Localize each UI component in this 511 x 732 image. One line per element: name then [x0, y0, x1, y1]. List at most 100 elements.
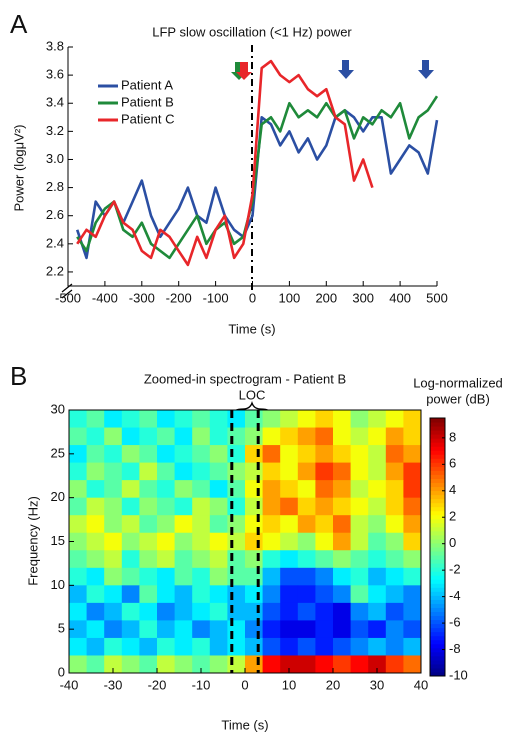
heatmap-cell [174, 497, 193, 516]
colorbar-step [430, 643, 445, 649]
heatmap-cell [227, 602, 246, 621]
heatmap-cell [333, 567, 352, 586]
heatmap-cell [280, 550, 299, 569]
heatmap-cell [157, 410, 176, 429]
x-tick-label: -500 [55, 290, 81, 305]
heatmap-cell [192, 602, 211, 621]
heatmap-cell [86, 410, 105, 429]
heatmap-cell [227, 567, 246, 586]
heatmap-cell [245, 532, 264, 551]
heatmap-cell [86, 497, 105, 516]
heatmap-cell [69, 602, 88, 621]
heatmap-cell [333, 585, 352, 604]
heatmap-cell [174, 637, 193, 656]
axis-line [68, 409, 422, 674]
heatmap-cell [368, 637, 387, 656]
heatmap-cell [385, 445, 404, 464]
heatmap-cell [209, 550, 228, 569]
heatmap-cell [350, 655, 369, 674]
x-tick-label: -400 [92, 290, 118, 305]
colorbar-step [430, 478, 445, 483]
x-tick-label: -30 [104, 677, 123, 692]
colorbar-tick-label: -4 [449, 588, 461, 603]
colorbar-label: Log-normalized [413, 375, 503, 390]
heatmap-cell [174, 532, 193, 551]
colorbar-step [430, 454, 445, 459]
heatmap-cell [209, 567, 228, 586]
y-tick-label: 20 [51, 489, 65, 504]
heatmap-cell [227, 462, 246, 481]
heatmap-cell [157, 532, 176, 551]
heatmap-cell [157, 497, 176, 516]
x-tick-label: 40 [414, 677, 428, 692]
heatmap-cell [315, 585, 334, 604]
x-tick-label: 200 [315, 290, 337, 305]
heatmap-cell [403, 550, 422, 569]
colorbar-step [430, 450, 445, 455]
heatmap-cell [104, 637, 123, 656]
y-axis-label: Power (logμV²) [11, 125, 26, 212]
heatmap-cell [245, 550, 264, 569]
heatmap-cell [350, 567, 369, 586]
colorbar-step [430, 615, 445, 621]
loc-arrow [338, 60, 354, 79]
heatmap-cell [385, 620, 404, 639]
colorbar-frame [429, 417, 446, 677]
heatmap-cell [86, 532, 105, 551]
heatmap-cell [139, 620, 158, 639]
heatmap-cell [209, 620, 228, 639]
heatmap-cell [121, 550, 140, 569]
heatmap-cell [139, 585, 158, 604]
colorbar-step [430, 619, 445, 625]
heatmap-cell [192, 550, 211, 569]
heatmap-cell [315, 567, 334, 586]
heatmap-cell [139, 637, 158, 656]
heatmap-cell [139, 427, 158, 446]
heatmap-cell [262, 462, 281, 481]
x-tick-label: 400 [389, 290, 411, 305]
colorbar-tick-label: 2 [449, 509, 456, 524]
heatmap-cell [86, 637, 105, 656]
heatmap-cell [297, 480, 316, 499]
heatmap-cell [262, 655, 281, 674]
heatmap-cell [403, 532, 422, 551]
heatmap-cell [209, 655, 228, 674]
y-tick-label: 2.8 [46, 179, 64, 194]
heatmap-cell [315, 445, 334, 464]
heatmap-cell [69, 655, 88, 674]
colorbar-tick-label: -6 [449, 615, 461, 630]
colorbar-step [430, 482, 445, 488]
heatmap-cell [192, 462, 211, 481]
colorbar-step [430, 663, 445, 669]
heatmap-cell [280, 427, 299, 446]
axis-break [61, 283, 73, 299]
heatmap-cell [385, 410, 404, 429]
heatmap-cell [69, 620, 88, 639]
heatmap-cell [385, 497, 404, 516]
colorbar-step [430, 579, 445, 584]
x-tick-label: 500 [426, 290, 448, 305]
x-tick-label: 100 [279, 290, 301, 305]
heatmap-cell [245, 602, 264, 621]
heatmap-cell [350, 427, 369, 446]
colorbar-step [430, 534, 445, 540]
heatmap-cell [245, 427, 264, 446]
heatmap-cell [385, 602, 404, 621]
heatmap-cell [86, 655, 105, 674]
heatmap-cell [350, 532, 369, 551]
heatmap-cell [385, 532, 404, 551]
heatmap-cell [192, 655, 211, 674]
colorbar-step [430, 474, 445, 479]
heatmap-cell [157, 427, 176, 446]
heatmap-cell [333, 445, 352, 464]
heatmap-cell [157, 567, 176, 586]
colorbar-tick-label: 4 [449, 482, 456, 497]
y-tick-label: 0 [58, 664, 65, 679]
heatmap-cell [262, 410, 281, 429]
x-tick-label: 20 [326, 677, 340, 692]
heatmap-cell [192, 410, 211, 429]
colorbar-step [430, 514, 445, 520]
colorbar-step [430, 466, 445, 471]
heatmap-cell [403, 462, 422, 481]
colorbar-step [430, 599, 445, 604]
